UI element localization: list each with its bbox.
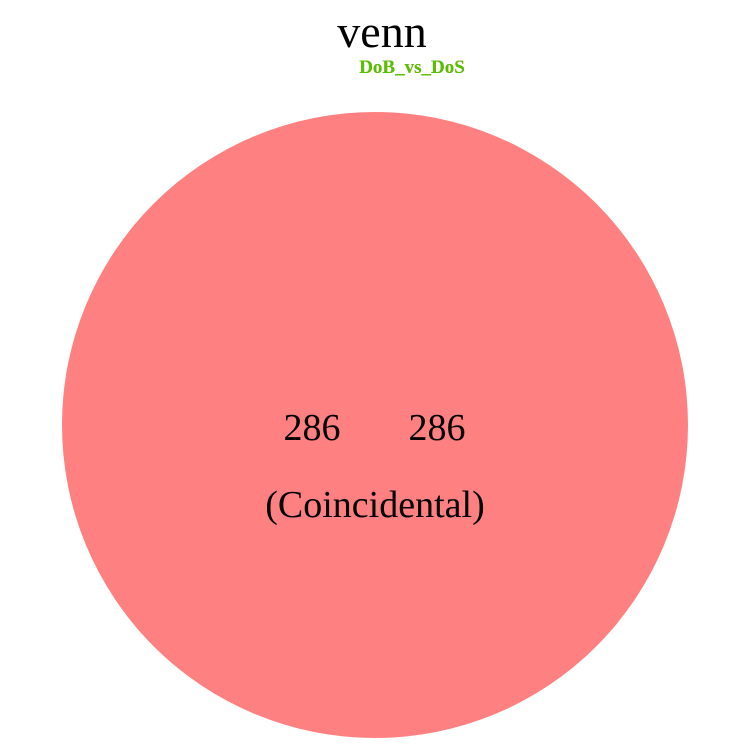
set-b-count: 286 [409, 407, 466, 449]
set-a-count: 286 [284, 407, 341, 449]
set-a-label: DoB_vs_DoS [359, 57, 465, 78]
coincidental-annotation: (Coincidental) [265, 484, 484, 526]
set-b-label: DoB_vs_DoS [359, 57, 465, 78]
venn-circle [62, 112, 688, 738]
chart-title: venn [337, 6, 426, 57]
